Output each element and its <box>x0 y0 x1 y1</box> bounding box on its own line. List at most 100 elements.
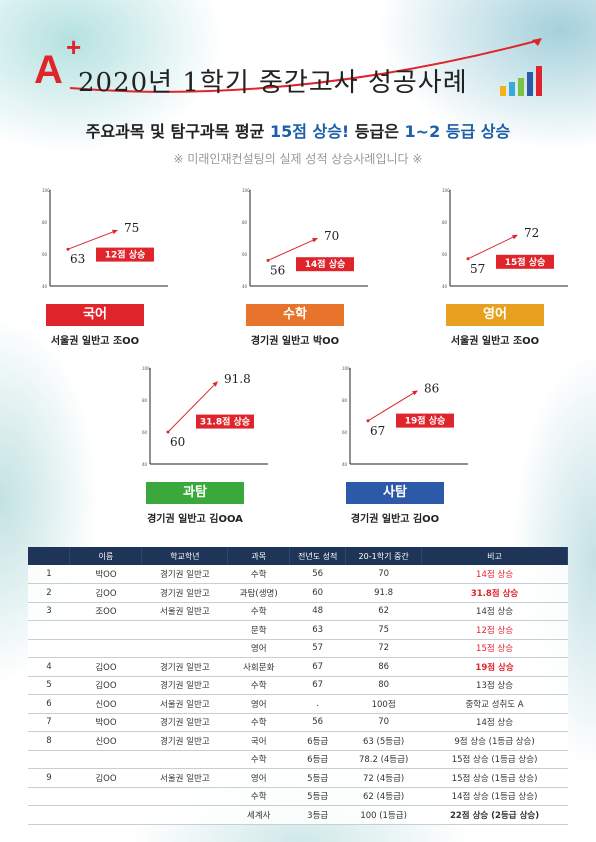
data-label-after: 75 <box>124 221 139 235</box>
line-chart: 40 60 80 100 56 70 14점 상승 <box>242 188 368 289</box>
data-label-before: 60 <box>170 435 185 449</box>
line-chart: 40 60 80 100 67 86 19점 상승 <box>342 366 468 467</box>
rise-label: 15점 상승 <box>505 256 546 268</box>
y-tick-label: 60 <box>42 252 48 257</box>
y-tick-label: 80 <box>242 220 248 225</box>
table-cell <box>69 787 142 806</box>
table-cell <box>28 787 70 806</box>
table-cell <box>69 639 142 658</box>
data-point-before <box>166 430 170 434</box>
records-table: 이름 학교학년 과목 전년도 성적 20-1학기 중간 비고 1 박OO 경기권 일반고 수학 5… <box>28 547 568 825</box>
table-cell: 김OO <box>69 676 142 695</box>
table-cell: 조OO <box>69 602 142 621</box>
table-cell: 63 (5등급) <box>345 731 422 751</box>
rise-label: 31.8점 상승 <box>200 416 250 428</box>
table-cell: 57 <box>289 639 346 658</box>
table-cell: . <box>289 694 346 714</box>
y-tick-label: 40 <box>342 462 348 467</box>
table-cell: 7 <box>28 713 70 732</box>
series-line <box>267 239 315 261</box>
rise-label: 12점 상승 <box>105 249 146 261</box>
chart-bar-icon <box>518 78 524 96</box>
header-swoosh-arrow <box>69 39 541 93</box>
chart-card-3: 40 60 80 100 60 91.8 31.8점 상승 과탐 경기권 일반고 김OOA <box>140 364 290 525</box>
column-header: 비고 <box>421 547 568 565</box>
column-header: 전년도 성적 <box>289 547 347 565</box>
logo-plus: + <box>66 32 82 62</box>
table-cell: 8 <box>28 731 70 751</box>
logo-a: A <box>34 48 63 92</box>
table-cell: 영어 <box>227 639 290 658</box>
table-cell <box>141 639 228 658</box>
table-cell: 12점 상승 <box>421 620 568 640</box>
table-row: 문학 63 75 12점 상승 <box>28 620 568 640</box>
rise-badge <box>96 247 154 262</box>
table-row: 7 박OO 경기권 일반고 수학 56 70 14점 상승 <box>28 713 568 732</box>
table-row: 1 박OO 경기권 일반고 수학 56 70 14점 상승 <box>28 565 568 584</box>
table-row: 수학 6등급 78.2 (4등급) 15점 상승 (1등급 상승) <box>28 750 568 769</box>
chart-bar-icon <box>536 66 542 96</box>
table-cell: 67 <box>289 657 346 677</box>
arrow-head-icon <box>312 238 318 243</box>
table-cell <box>141 620 228 640</box>
column-header: 이름 <box>69 547 143 565</box>
data-label-after: 72 <box>524 226 539 240</box>
table-cell: 70 <box>345 565 422 584</box>
table-cell <box>28 639 70 658</box>
chart-card-2: 40 60 80 100 57 72 15점 상승 영어 서울권 일반고 조OO <box>440 186 590 347</box>
data-label-before: 67 <box>370 424 385 438</box>
table-cell: 경기권 일반고 <box>141 713 228 732</box>
line-chart: 40 60 80 100 60 91.8 31.8점 상승 <box>142 366 268 467</box>
table-cell: 5등급 <box>289 768 346 788</box>
data-label-after: 70 <box>324 229 339 243</box>
line-chart: 40 60 80 100 63 75 12점 상승 <box>42 188 168 289</box>
table-cell: 22점 상승 (2등급 상승) <box>421 805 568 825</box>
page-title: 2020년 1학기 중간고사 성공사례 <box>78 68 468 98</box>
table-cell: 6 <box>28 694 70 714</box>
table-cell: 서울권 일반고 <box>141 768 228 788</box>
table-cell: 수학 <box>227 676 290 695</box>
student-name: 서울권 일반고 조OO <box>50 336 140 347</box>
table-cell: 6등급 <box>289 731 346 751</box>
y-tick-label: 60 <box>142 430 148 435</box>
table-cell: 72 <box>345 639 422 658</box>
y-tick-label: 60 <box>442 252 448 257</box>
y-tick-label: 100 <box>342 366 350 371</box>
column-header: 과목 <box>227 547 291 565</box>
table-cell: 63 <box>289 620 346 640</box>
table-cell: 14점 상승 <box>421 602 568 621</box>
column-header: 20-1학기 중간 <box>345 547 423 565</box>
subject-label: 영어 <box>446 304 544 326</box>
table-cell <box>28 750 70 769</box>
table-cell: 80 <box>345 676 422 695</box>
y-tick-label: 40 <box>42 284 48 289</box>
table-cell: 15점 상승 <box>421 639 568 658</box>
y-tick-label: 80 <box>442 220 448 225</box>
table-cell: 13점 상승 <box>421 676 568 695</box>
table-cell: 56 <box>289 565 346 584</box>
series-line <box>167 384 215 433</box>
table-cell: 1 <box>28 565 70 584</box>
y-tick-label: 80 <box>342 398 348 403</box>
line-chart: 40 60 80 100 57 72 15점 상승 <box>442 188 568 289</box>
table-cell: 14점 상승 <box>421 565 568 584</box>
table-cell: 사회문화 <box>227 657 290 677</box>
table-cell: 5 <box>28 676 70 695</box>
data-label-before: 57 <box>470 262 485 276</box>
data-point-before <box>366 419 370 423</box>
table-body: 1 박OO 경기권 일반고 수학 56 70 14점 상승 2 김OO 경기권 일반고 과탐(생명)… <box>28 565 568 825</box>
y-tick-label: 100 <box>242 188 250 193</box>
table-row: 9 김OO 서울권 일반고 영어 5등급 72 (4등급) 15점 상승 (1등급 상승) <box>28 768 568 788</box>
table-cell <box>69 750 142 769</box>
table-cell: 수학 <box>227 787 290 806</box>
table-cell <box>141 787 228 806</box>
subtitle-highlight1: 15점 상승! <box>269 122 350 141</box>
data-label-after: 86 <box>424 381 439 395</box>
column-header <box>28 547 71 565</box>
table-row: 4 김OO 경기권 일반고 사회문화 67 86 19점 상승 <box>28 657 568 677</box>
table-row: 영어 57 72 15점 상승 <box>28 639 568 658</box>
table-cell: 영어 <box>227 768 290 788</box>
table-cell: 100 (1등급) <box>345 805 422 825</box>
series-line <box>67 231 115 250</box>
table-cell: 3 <box>28 602 70 621</box>
